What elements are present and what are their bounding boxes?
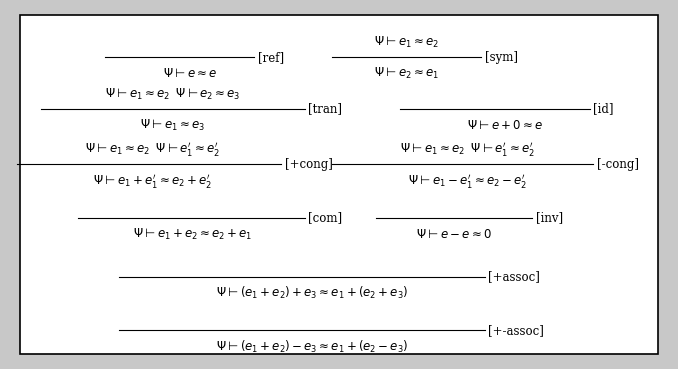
Text: $\Psi \vdash e + 0 \approx e$: $\Psi \vdash e + 0 \approx e$ bbox=[467, 119, 543, 132]
Text: [+assoc]: [+assoc] bbox=[488, 270, 540, 283]
Text: [+cong]: [+cong] bbox=[285, 158, 333, 171]
Text: $\Psi \vdash e_1 + e_2 \approx e_2 + e_1$: $\Psi \vdash e_1 + e_2 \approx e_2 + e_1… bbox=[134, 227, 253, 242]
Text: [tran]: [tran] bbox=[308, 102, 342, 115]
Text: $\Psi \vdash (e_1 + e_2) - e_3 \approx e_1 + (e_2 - e_3)$: $\Psi \vdash (e_1 + e_2) - e_3 \approx e… bbox=[216, 339, 408, 355]
FancyBboxPatch shape bbox=[20, 15, 658, 354]
Text: [com]: [com] bbox=[308, 211, 342, 224]
Text: [-cong]: [-cong] bbox=[597, 158, 639, 171]
Text: $\Psi \vdash e_1 + e_1' \approx e_2 + e_2'$: $\Psi \vdash e_1 + e_1' \approx e_2 + e_… bbox=[93, 172, 212, 190]
Text: [inv]: [inv] bbox=[536, 211, 563, 224]
Text: [id]: [id] bbox=[593, 102, 614, 115]
Text: [ref]: [ref] bbox=[258, 51, 284, 64]
Text: $\Psi \vdash e_1 \approx e_3$: $\Psi \vdash e_1 \approx e_3$ bbox=[140, 118, 205, 133]
Text: $\Psi \vdash e_1 \approx e_2 \;\; \Psi \vdash e_2 \approx e_3$: $\Psi \vdash e_1 \approx e_2 \;\; \Psi \… bbox=[105, 87, 241, 101]
Text: $\Psi \vdash e_2 \approx e_1$: $\Psi \vdash e_2 \approx e_1$ bbox=[374, 66, 439, 81]
Text: [sym]: [sym] bbox=[485, 51, 518, 64]
Text: $\Psi \vdash e - e \approx 0$: $\Psi \vdash e - e \approx 0$ bbox=[416, 228, 492, 241]
Text: [+-assoc]: [+-assoc] bbox=[488, 324, 544, 337]
Text: $\Psi \vdash e_1 - e_1' \approx e_2 - e_2'$: $\Psi \vdash e_1 - e_1' \approx e_2 - e_… bbox=[408, 172, 527, 190]
Text: $\Psi \vdash e_1 \approx e_2$: $\Psi \vdash e_1 \approx e_2$ bbox=[374, 35, 439, 50]
Text: $\Psi \vdash e_1 \approx e_2 \;\; \Psi \vdash e_1' \approx e_2'$: $\Psi \vdash e_1 \approx e_2 \;\; \Psi \… bbox=[85, 141, 220, 158]
Text: $\Psi \vdash (e_1 + e_2) + e_3 \approx e_1 + (e_2 + e_3)$: $\Psi \vdash (e_1 + e_2) + e_3 \approx e… bbox=[216, 285, 408, 301]
Text: $\Psi \vdash e \approx e$: $\Psi \vdash e \approx e$ bbox=[163, 67, 217, 80]
Text: $\Psi \vdash e_1 \approx e_2 \;\; \Psi \vdash e_1' \approx e_2'$: $\Psi \vdash e_1 \approx e_2 \;\; \Psi \… bbox=[400, 141, 536, 158]
